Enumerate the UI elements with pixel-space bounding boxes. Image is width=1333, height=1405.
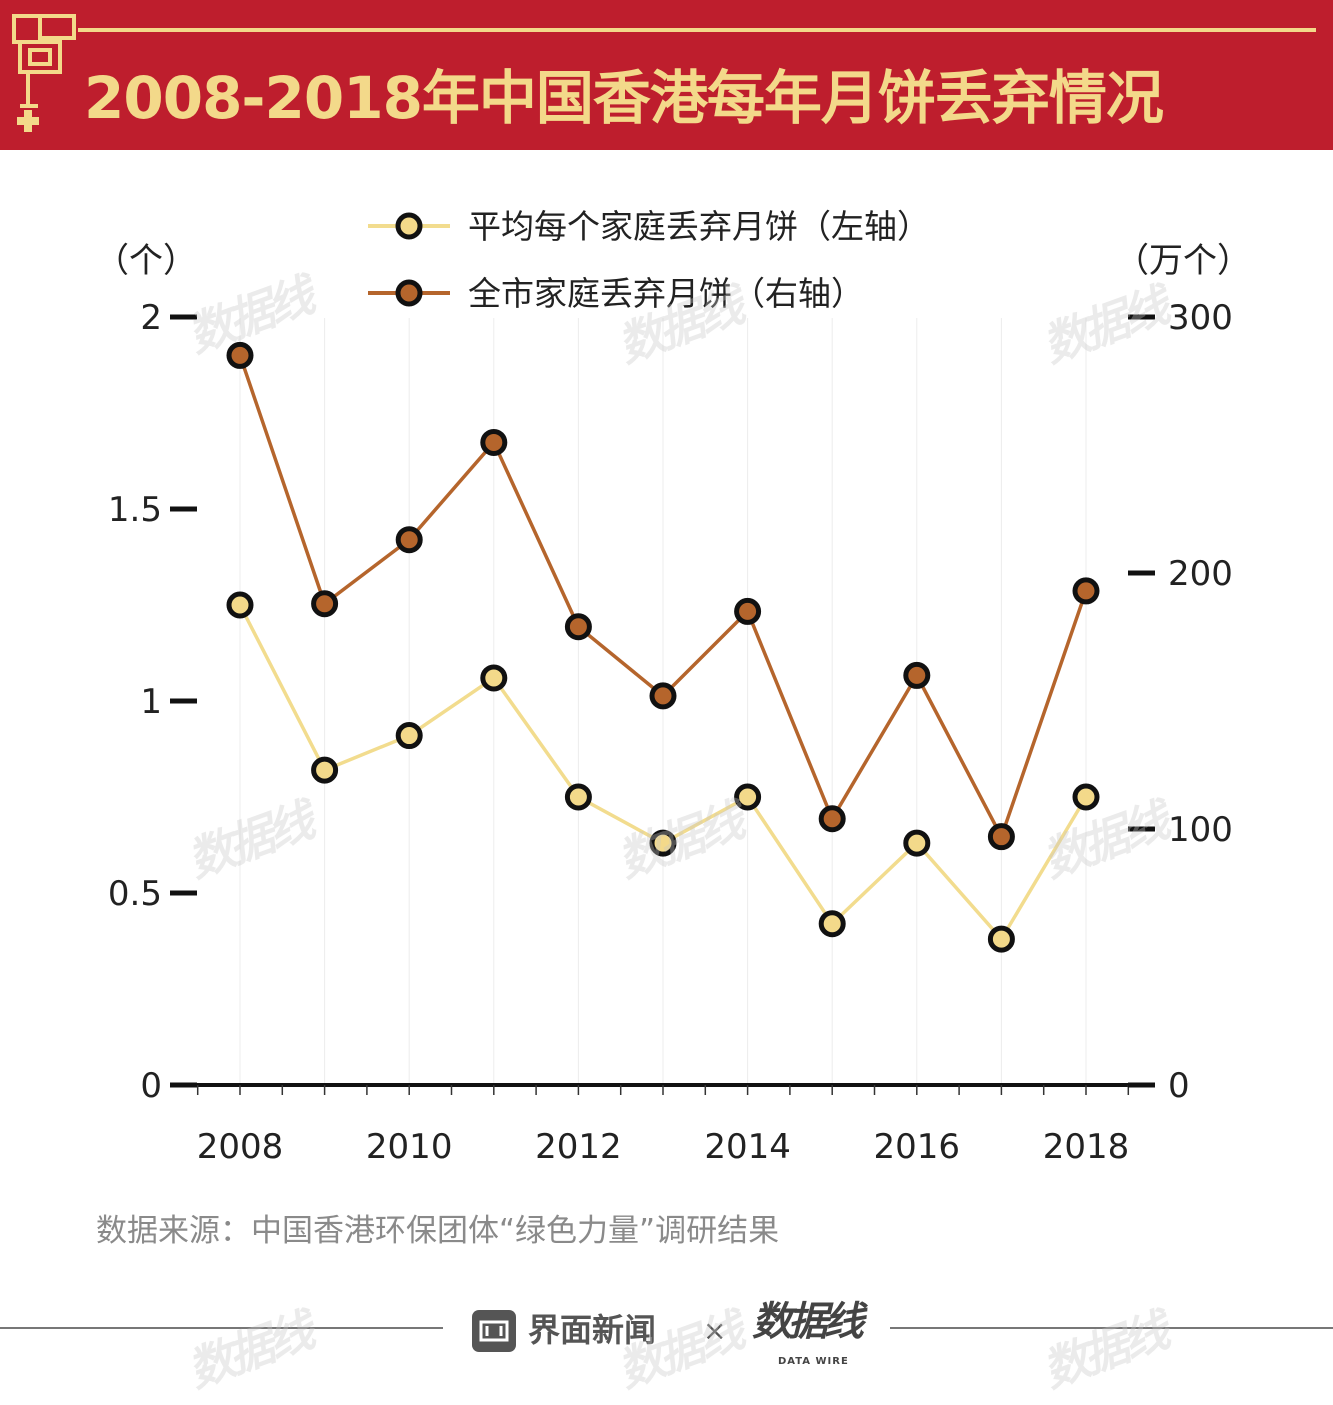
datawire-logo: 数据线 bbox=[752, 1299, 864, 1345]
left-tick-label: 0.5 bbox=[108, 874, 162, 914]
data-point bbox=[395, 526, 423, 554]
x-tick-label: 2010 bbox=[366, 1127, 453, 1167]
right-tick-label: 100 bbox=[1168, 810, 1233, 850]
data-point bbox=[480, 428, 508, 456]
legend-entry-label: 全市家庭丢弃月饼（右轴） bbox=[468, 274, 864, 313]
data-point bbox=[226, 591, 254, 619]
left-tick-label: 1.5 bbox=[108, 490, 162, 530]
chart-legend: 平均每个家庭丢弃月饼（左轴） 全市家庭丢弃月饼（右轴） bbox=[368, 207, 930, 313]
x-tick-label: 2016 bbox=[874, 1127, 961, 1167]
data-point bbox=[903, 829, 931, 857]
data-point bbox=[987, 925, 1015, 953]
data-point bbox=[649, 829, 677, 857]
banner-gold-line bbox=[78, 28, 1316, 32]
watermark: 数据线 bbox=[180, 1303, 318, 1398]
data-point bbox=[1072, 783, 1100, 811]
jiemian-logo-icon bbox=[472, 1310, 516, 1352]
data-point bbox=[311, 756, 339, 784]
right-tick-label: 0 bbox=[1168, 1066, 1190, 1106]
left-tick-label: 1 bbox=[140, 682, 162, 722]
legend-swatch-marker bbox=[395, 212, 423, 240]
x-tick-label: 2014 bbox=[704, 1127, 791, 1167]
data-point bbox=[1072, 577, 1100, 605]
data-point bbox=[311, 590, 339, 618]
title-banner: 2008-2018年中国香港每年月饼丢弃情况 bbox=[0, 0, 1333, 150]
legend-entry-label: 平均每个家庭丢弃月饼（左轴） bbox=[468, 207, 930, 246]
data-point bbox=[480, 664, 508, 692]
right-tick-label: 300 bbox=[1168, 298, 1233, 338]
data-point bbox=[734, 783, 762, 811]
datawire-logo-sub: DATA WIRE bbox=[778, 1356, 849, 1367]
data-point bbox=[226, 341, 254, 369]
chart-axes: 2008 2010 2012 2014 2016 2018 0 0.5 1 1.5 2 （个） 0 100… bbox=[95, 241, 1251, 1167]
data-point bbox=[734, 597, 762, 625]
data-point bbox=[818, 805, 846, 833]
brand-separator: × bbox=[703, 1314, 727, 1347]
data-point bbox=[395, 722, 423, 750]
right-axis-unit-label: （万个） bbox=[1115, 241, 1251, 281]
left-tick-label: 2 bbox=[140, 298, 162, 338]
footer-divider-right bbox=[890, 1327, 1333, 1329]
footer-divider-left bbox=[0, 1327, 443, 1329]
data-point bbox=[564, 783, 592, 811]
x-tick-label: 2008 bbox=[197, 1127, 284, 1167]
data-point bbox=[649, 682, 677, 710]
data-point bbox=[987, 823, 1015, 851]
x-tick-label: 2012 bbox=[535, 1127, 622, 1167]
data-point bbox=[903, 661, 931, 689]
legend-swatch-marker bbox=[395, 279, 423, 307]
watermark: 数据线 bbox=[1035, 1303, 1173, 1398]
data-point bbox=[818, 910, 846, 938]
chinese-knot-ornament-icon bbox=[12, 14, 76, 132]
data-point bbox=[564, 613, 592, 641]
data-source-note: 数据来源：中国香港环保团体“绿色力量”调研结果 bbox=[96, 1213, 780, 1249]
right-tick-label: 200 bbox=[1168, 554, 1233, 594]
left-axis-unit-label: （个） bbox=[95, 241, 197, 281]
jiemian-brand: 界面新闻 bbox=[528, 1311, 657, 1349]
left-tick-label: 0 bbox=[140, 1066, 162, 1106]
chart-series bbox=[226, 341, 1100, 953]
page-title: 2008-2018年中国香港每年月饼丢弃情况 bbox=[84, 64, 1164, 132]
line-chart: 2008 2010 2012 2014 2016 2018 0 0.5 1 1.5 2 （个） 0 100… bbox=[95, 207, 1251, 1167]
x-tick-label: 2018 bbox=[1043, 1127, 1130, 1167]
